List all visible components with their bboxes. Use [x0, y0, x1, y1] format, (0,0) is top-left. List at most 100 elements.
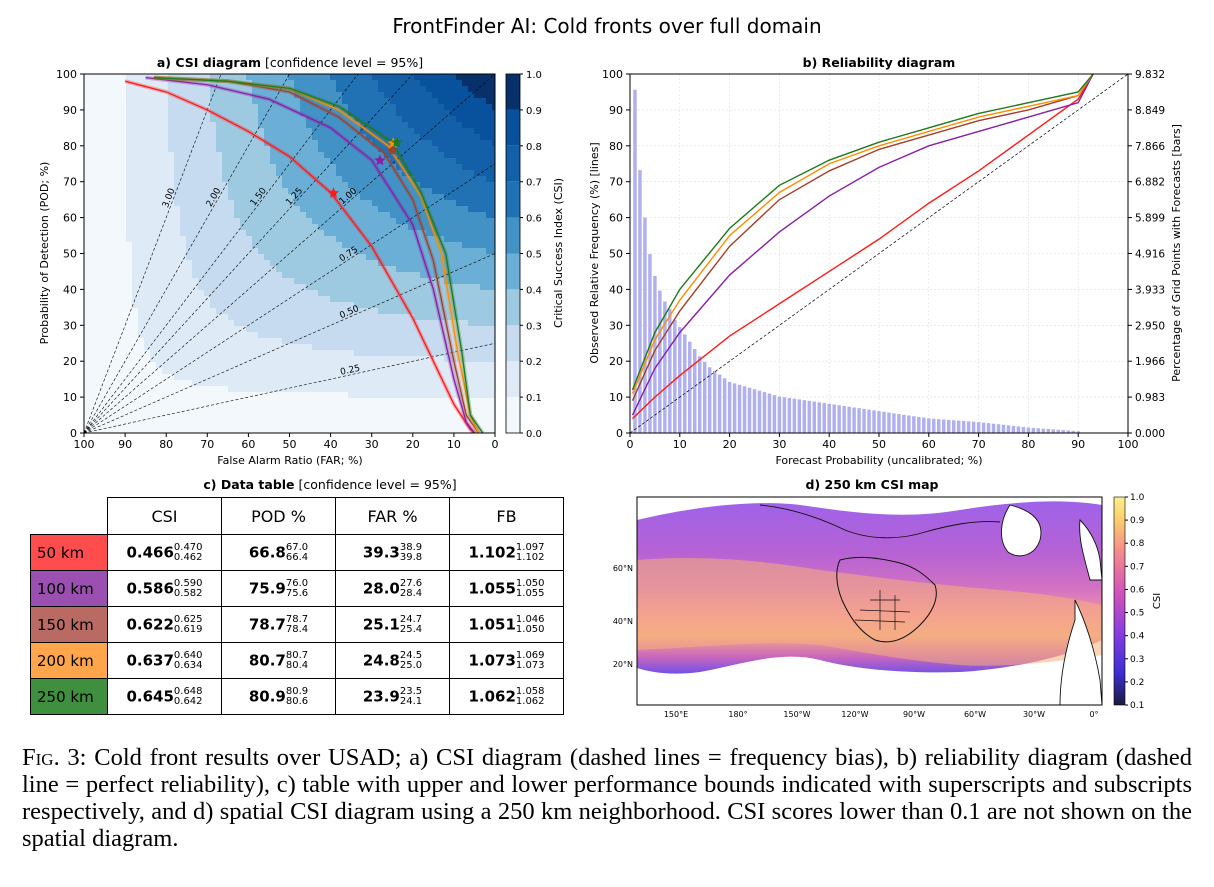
csi-band-cell: [216, 92, 222, 98]
csi-band-cell: [222, 410, 228, 416]
csi-band-cell: [336, 182, 342, 188]
csi-band-cell: [456, 116, 462, 122]
csi-band-cell: [348, 122, 354, 128]
map-colorbar-tick: 0.9: [1130, 516, 1145, 526]
csi-band-cell: [318, 284, 324, 290]
csi-band-cell: [282, 242, 288, 248]
csi-band-cell: [414, 332, 420, 338]
csi-band-cell: [348, 386, 354, 392]
csi-band-cell: [336, 356, 342, 362]
csi-band-cell: [312, 116, 318, 122]
csi-band-cell: [354, 302, 360, 308]
csi-band-cell: [390, 374, 396, 380]
csi-band-cell: [336, 98, 342, 104]
csi-band-cell: [312, 410, 318, 416]
cell-bounds: 80.7 80.4: [286, 650, 308, 671]
csi-band-cell: [402, 122, 408, 128]
csi-band-cell: [480, 272, 486, 278]
csi-band-cell: [174, 236, 180, 242]
csi-band-cell: [396, 128, 402, 134]
csi-band-cell: [306, 176, 312, 182]
csi-band-cell: [276, 218, 282, 224]
csi-band-cell: [162, 188, 168, 194]
csi-band-cell: [354, 260, 360, 266]
csi-band-cell: [402, 368, 408, 374]
csi-band-cell: [210, 206, 216, 212]
csi-band-cell: [138, 374, 144, 380]
csi-band-cell: [282, 248, 288, 254]
csi-band-cell: [120, 272, 126, 278]
csi-band-cell: [252, 380, 258, 386]
csi-band-cell: [450, 290, 456, 296]
cell-bounds: 27.6 28.4: [400, 578, 422, 599]
csi-band-cell: [270, 80, 276, 86]
csi-band-cell: [342, 368, 348, 374]
csi-band-cell: [456, 386, 462, 392]
csi-band-cell: [90, 344, 96, 350]
csi-band-cell: [234, 266, 240, 272]
csi-band-cell: [474, 98, 480, 104]
csi-band-cell: [348, 86, 354, 92]
csi-band-cell: [258, 410, 264, 416]
csi-band-cell: [126, 110, 132, 116]
csi-band-cell: [312, 182, 318, 188]
csi-band-cell: [150, 272, 156, 278]
csi-band-cell: [456, 308, 462, 314]
csi-band-cell: [396, 254, 402, 260]
csi-band-cell: [486, 386, 492, 392]
csi-band-cell: [420, 164, 426, 170]
csi-band-cell: [210, 320, 216, 326]
csi-band-cell: [174, 218, 180, 224]
csi-band-cell: [108, 350, 114, 356]
csi-band-cell: [132, 368, 138, 374]
csi-band-cell: [234, 248, 240, 254]
csi-band-cell: [408, 230, 414, 236]
csi-band-cell: [234, 320, 240, 326]
csi-band-cell: [450, 230, 456, 236]
csi-band-cell: [288, 386, 294, 392]
csi-band-cell: [354, 332, 360, 338]
csi-band-cell: [210, 152, 216, 158]
csi-band-cell: [114, 368, 120, 374]
csi-band-cell: [132, 218, 138, 224]
csi-band-cell: [132, 92, 138, 98]
csi-band-cell: [462, 398, 468, 404]
csi-band-cell: [306, 134, 312, 140]
arctic-coastline: [759, 504, 1001, 539]
csi-band-cell: [144, 398, 150, 404]
csi-band-cell: [276, 278, 282, 284]
csi-band-cell: [420, 284, 426, 290]
csi-band-cell: [102, 248, 108, 254]
csi-band-cell: [162, 308, 168, 314]
csi-band-cell: [462, 314, 468, 320]
csi-band-cell: [432, 152, 438, 158]
csi-band-cell: [90, 290, 96, 296]
csi-band-cell: [402, 134, 408, 140]
csi-band-cell: [288, 260, 294, 266]
csi-band-cell: [360, 122, 366, 128]
csi-band-cell: [366, 260, 372, 266]
csi-band-cell: [348, 332, 354, 338]
csi-band-cell: [480, 404, 486, 410]
csi-band-cell: [336, 404, 342, 410]
csi-band-cell: [270, 200, 276, 206]
csi-band-cell: [270, 218, 276, 224]
csi-band-cell: [486, 242, 492, 248]
csi-band-cell: [186, 146, 192, 152]
csi-band-cell: [354, 350, 360, 356]
csi-band-cell: [240, 380, 246, 386]
csi-band-cell: [456, 422, 462, 428]
reliability-bar: [1016, 426, 1021, 433]
csi-band-cell: [450, 422, 456, 428]
csi-band-cell: [120, 278, 126, 284]
csi-band-cell: [288, 194, 294, 200]
csi-band-cell: [174, 260, 180, 266]
csi-band-cell: [288, 278, 294, 284]
csi-band-cell: [186, 92, 192, 98]
csi-band-cell: [318, 404, 324, 410]
csi-band-cell: [486, 302, 492, 308]
csi-band-cell: [114, 164, 120, 170]
csi-band-cell: [390, 302, 396, 308]
csi-band-cell: [234, 212, 240, 218]
csi-band-cell: [444, 392, 450, 398]
